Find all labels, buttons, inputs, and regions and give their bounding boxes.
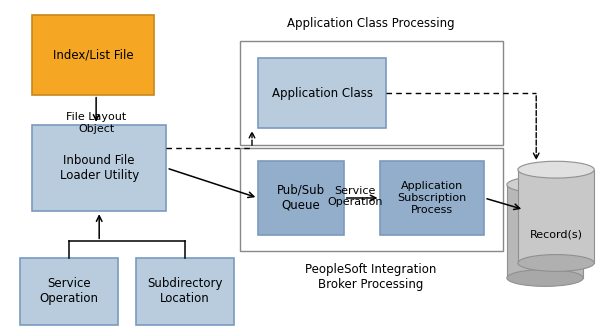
Ellipse shape [518, 255, 594, 271]
FancyBboxPatch shape [258, 58, 386, 128]
Text: Application Class: Application Class [272, 87, 373, 99]
FancyBboxPatch shape [380, 161, 484, 235]
Text: File Layout
Object: File Layout Object [66, 112, 126, 134]
Bar [239, 41, 503, 145]
Bar [518, 170, 594, 263]
Ellipse shape [507, 176, 583, 193]
Text: Application Class Processing: Application Class Processing [287, 16, 455, 30]
Text: Subdirectory
Location: Subdirectory Location [147, 277, 222, 305]
Ellipse shape [518, 161, 594, 178]
Text: Index/List File: Index/List File [53, 48, 133, 61]
Text: Pub/Sub
Queue: Pub/Sub Queue [277, 184, 325, 212]
Text: Service
Operation: Service Operation [39, 277, 98, 305]
Text: Inbound File
Loader Utility: Inbound File Loader Utility [60, 154, 139, 182]
FancyBboxPatch shape [32, 15, 154, 95]
FancyBboxPatch shape [32, 125, 166, 211]
Bar [239, 148, 503, 251]
FancyBboxPatch shape [136, 258, 234, 325]
Text: PeopleSoft Integration
Broker Processing: PeopleSoft Integration Broker Processing [306, 263, 437, 291]
Bar [507, 185, 583, 278]
FancyBboxPatch shape [20, 258, 117, 325]
FancyBboxPatch shape [258, 161, 344, 235]
Text: Service
Operation: Service Operation [327, 185, 383, 207]
Text: Application
Subscription
Process: Application Subscription Process [398, 181, 467, 215]
Text: Record(s): Record(s) [529, 230, 583, 240]
Ellipse shape [507, 269, 583, 286]
